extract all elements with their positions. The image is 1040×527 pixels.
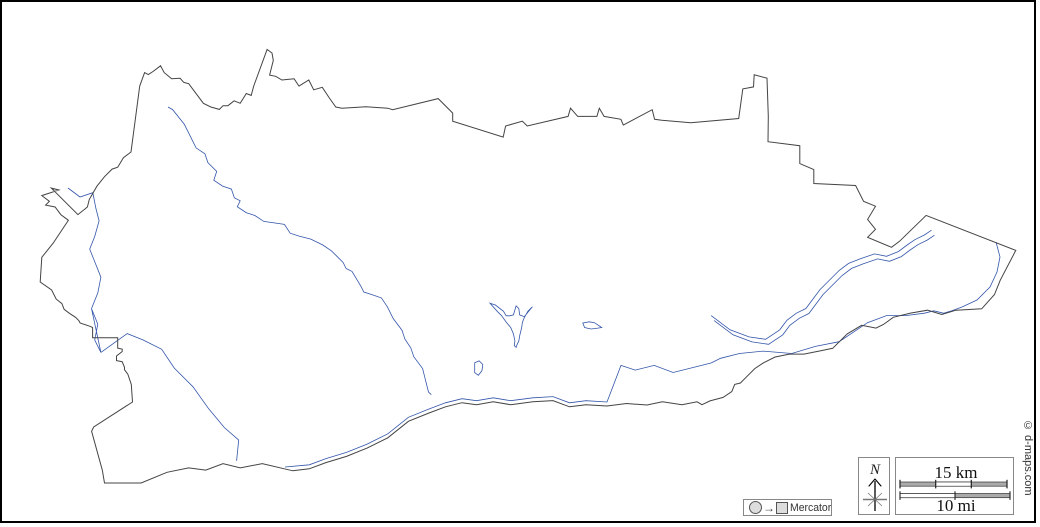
svg-text:10 mi: 10 mi: [936, 496, 975, 515]
svg-text:15 km: 15 km: [935, 463, 978, 482]
svg-text:N: N: [869, 462, 881, 478]
